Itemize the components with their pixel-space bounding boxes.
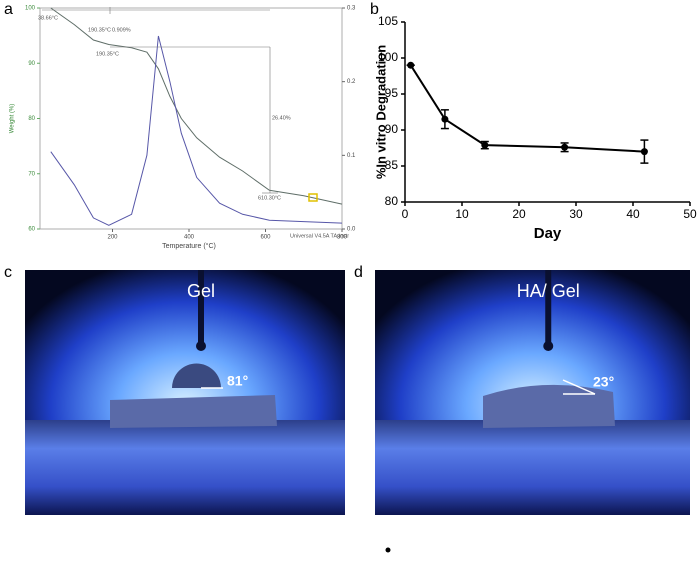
y2-tick-label: 0.2 (347, 79, 356, 85)
x-tick-label: 20 (512, 207, 526, 221)
x-tick-label: 400 (184, 235, 195, 241)
x-tick-label: 50 (683, 207, 697, 221)
needle (545, 270, 552, 346)
panel-label: c (4, 264, 12, 281)
data-point (561, 143, 569, 151)
x-tick-label: 10 (455, 207, 469, 221)
x-tick-label: 0 (402, 207, 409, 221)
y-axis-title: %In vitro Degradation (373, 45, 388, 179)
photo-label: HA/ Gel (517, 281, 580, 301)
y-tick-label: 90 (28, 61, 35, 67)
data-point (441, 115, 449, 123)
panel-label: b (370, 1, 379, 18)
x-tick-label: 600 (260, 235, 271, 241)
cursor-marker (308, 193, 318, 202)
photo-label: Gel (187, 281, 215, 301)
y2-tick-label: 0.1 (347, 153, 356, 159)
x-axis-title: Day (534, 225, 562, 242)
annotation: 190.35°C (96, 51, 119, 57)
data-point (640, 148, 648, 156)
y2-tick-label: 0.0 (347, 227, 356, 233)
x-tick-label: 30 (569, 207, 583, 221)
annotation: Universal V4.5A TA Instr (290, 233, 349, 239)
sample (110, 395, 277, 428)
x-tick-label: 200 (107, 235, 118, 241)
x-axis-title: Temperature (°C) (162, 242, 216, 250)
y-tick-label: 100 (25, 6, 36, 12)
needle-drop (543, 341, 554, 351)
data-point (481, 141, 489, 149)
data-point (407, 61, 415, 69)
x-tick-label: 800 (337, 235, 348, 241)
annotation: 610.30°C (258, 195, 281, 201)
needle-drop (196, 341, 206, 351)
panel-label: d (354, 264, 363, 281)
x-tick-label: 40 (626, 207, 640, 221)
needle (198, 270, 204, 346)
y-axis-title: Weight (%) (10, 104, 16, 134)
y-tick-label: 85 (385, 158, 399, 172)
y2-tick-label: 0.3 (347, 6, 356, 12)
photo-floor (375, 420, 690, 515)
y-tick-label: 90 (385, 122, 399, 136)
panel-label: a (4, 1, 13, 18)
y-tick-label: 70 (28, 171, 35, 177)
annotation: 38.66°C (38, 15, 58, 21)
droplet (172, 363, 221, 388)
y-tick-label: 105 (378, 14, 398, 28)
series-line (50, 35, 343, 226)
series-line (409, 64, 645, 153)
sample (483, 384, 615, 428)
y-tick-label: 95 (385, 86, 399, 100)
y-tick-label: 80 (28, 116, 35, 122)
angle-line (562, 379, 596, 395)
y-tick-label: 80 (385, 194, 399, 208)
plot-frame (39, 7, 343, 230)
y-tick-label: 100 (378, 50, 398, 64)
annotation: 26.40% (272, 115, 291, 121)
annotation: 190.35°C (88, 27, 111, 33)
y-tick-label: 60 (28, 227, 35, 233)
annotation: 0.909% (112, 27, 131, 33)
series-line (50, 7, 343, 205)
stray-dot (385, 547, 391, 553)
contact-angle: 81° (227, 373, 248, 389)
contact-angle: 23° (593, 374, 614, 390)
photo-floor (25, 420, 345, 515)
